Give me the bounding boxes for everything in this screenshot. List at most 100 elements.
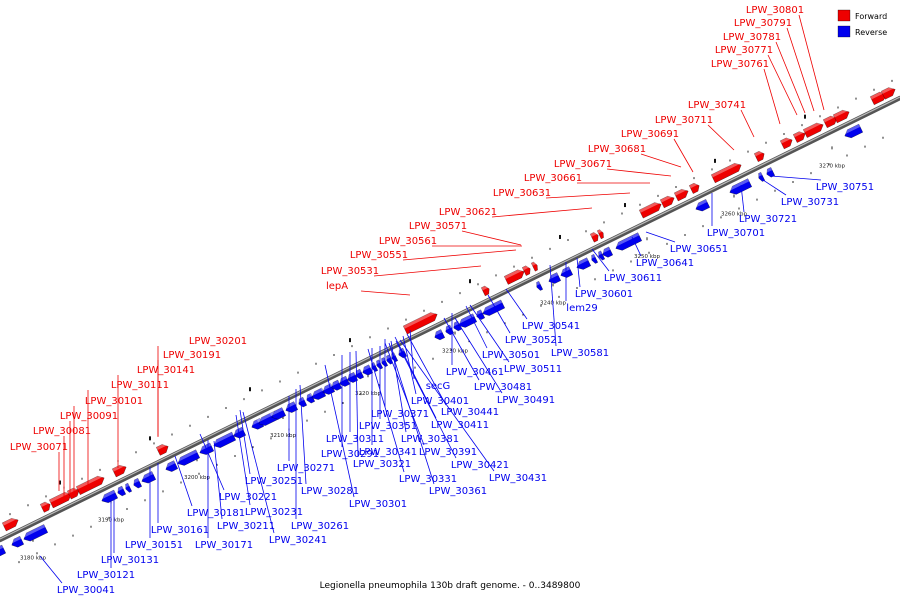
reverse-leader (384, 342, 425, 446)
reverse-gene-label: LPW_30431 (489, 473, 547, 484)
reverse-gene (360, 364, 373, 376)
reverse-leader (242, 411, 275, 534)
forward-gene (531, 261, 538, 272)
reverse-gene-label: LPW_30301 (349, 499, 407, 510)
label-leaders (39, 14, 825, 584)
forward-gene-label: LPW_30671 (554, 159, 612, 170)
ruler-tick-label: 3240 kbp (540, 300, 566, 306)
reverse-gene-label: LPW_30231 (245, 507, 303, 518)
reverse-leader (395, 340, 457, 459)
ruler-tick-label: 3260 kbp (721, 211, 747, 217)
reverse-leader (406, 333, 447, 406)
forward-gene (803, 120, 824, 138)
forward-leader (640, 153, 682, 168)
ruler-tick-label: 3220 kbp (355, 391, 381, 397)
reverse-leader (631, 236, 642, 257)
reverse-gene-label: LPW_30751 (816, 182, 874, 193)
legend: Forward Reverse (837, 9, 887, 38)
reverse-gene (558, 266, 573, 278)
forward-gene (754, 149, 765, 162)
reverse-gene (432, 329, 445, 341)
ruler-tick-label: 3250 kbp (634, 254, 660, 260)
reverse-leader (394, 336, 437, 419)
reverse-gene (693, 199, 710, 212)
forward-gene (522, 264, 531, 276)
forward-gene (793, 129, 806, 143)
reverse-leader (367, 348, 405, 473)
forward-gene-label: LPW_30561 (379, 236, 437, 247)
forward-leader (360, 290, 411, 296)
reverse-gene (480, 299, 505, 316)
forward-gene (40, 500, 51, 513)
reverse-gene (546, 272, 561, 284)
forward-gene-label: LPW_30531 (321, 266, 379, 277)
forward-gene-label: LPW_30761 (711, 59, 769, 70)
forward-gene-label: LPW_30571 (409, 221, 467, 232)
reverse-gene-label: LPW_30461 (446, 367, 504, 378)
reverse-gene (163, 460, 178, 472)
forward-gene-label: LPW_30091 (60, 411, 118, 422)
reverse-gene-label: LPW_30411 (431, 420, 489, 431)
reverse-gene (756, 172, 765, 182)
forward-gene-label: LPW_30101 (85, 396, 143, 407)
ruler-tick-label: 3230 kbp (442, 348, 468, 354)
reverse-gene-label: LPW_30511 (504, 364, 562, 375)
reverse-gene-label: LPW_30121 (77, 570, 135, 581)
reverse-leader (505, 288, 528, 320)
forward-leader (798, 14, 825, 111)
reverse-gene-label: LPW_30211 (217, 521, 275, 532)
forward-gene-label: LPW_30711 (655, 115, 713, 126)
reverse-leader (199, 433, 225, 491)
reverse-gene (269, 407, 286, 420)
forward-gene (881, 85, 896, 100)
forward-gene (76, 473, 105, 495)
forward-gene (660, 193, 675, 209)
reverse-leader (324, 364, 355, 498)
forward-gene (833, 107, 850, 124)
forward-gene (49, 490, 72, 509)
reverse-gene (374, 359, 383, 370)
reverse-leader (239, 409, 251, 475)
forward-gene-label: LPW_30071 (10, 442, 68, 453)
reverse-gene (764, 167, 775, 178)
reverse-gene-label: LPW_30311 (326, 434, 384, 445)
forward-gene-label: lepA (326, 281, 348, 292)
reverse-gene-label: LPW_30701 (707, 228, 765, 239)
forward-gene (823, 113, 838, 128)
reverse-gene-label: LPW_30521 (505, 335, 563, 346)
forward-gene-label: LPW_30631 (493, 188, 551, 199)
reverse-leader (355, 350, 359, 458)
forward-leader (786, 27, 815, 112)
reverse-leader (388, 342, 435, 485)
forward-gene-label: LPW_30801 (746, 5, 804, 16)
reverse-gene-label: LPW_30221 (219, 492, 277, 503)
reverse-leader (299, 384, 307, 485)
reverse-gene-label: LPW_30421 (451, 460, 509, 471)
forward-gene-label: LPW_30661 (524, 173, 582, 184)
forward-leader (402, 249, 517, 261)
reverse-gene (197, 442, 214, 455)
reverse-leader (39, 555, 63, 584)
forward-leader (673, 138, 694, 173)
forward-gene-label: LPW_30201 (189, 336, 247, 347)
reverse-gene (574, 257, 591, 270)
reverse-gene-label: LPW_30401 (411, 396, 469, 407)
forward-leader (491, 207, 593, 218)
reverse-leader (443, 317, 480, 381)
reverse-gene-label: LPW_30371 (371, 409, 429, 420)
forward-gene (403, 310, 438, 335)
forward-gene (504, 267, 525, 285)
reverse-leader (235, 414, 251, 506)
reverse-gene (456, 313, 477, 328)
reverse-gene-label: LPW_30241 (269, 535, 327, 546)
forward-gene-label: LPW_30691 (621, 129, 679, 140)
reverse-gene-label: LPW_30481 (474, 382, 532, 393)
ruler-tick-label: 3270 kbp (819, 163, 845, 169)
reverse-leader (174, 455, 193, 507)
reverse-gene-label: LPW_30261 (291, 521, 349, 532)
forward-gene (597, 228, 604, 239)
forward-gene-label: LPW_30771 (715, 45, 773, 56)
reverse-gene (115, 485, 126, 497)
